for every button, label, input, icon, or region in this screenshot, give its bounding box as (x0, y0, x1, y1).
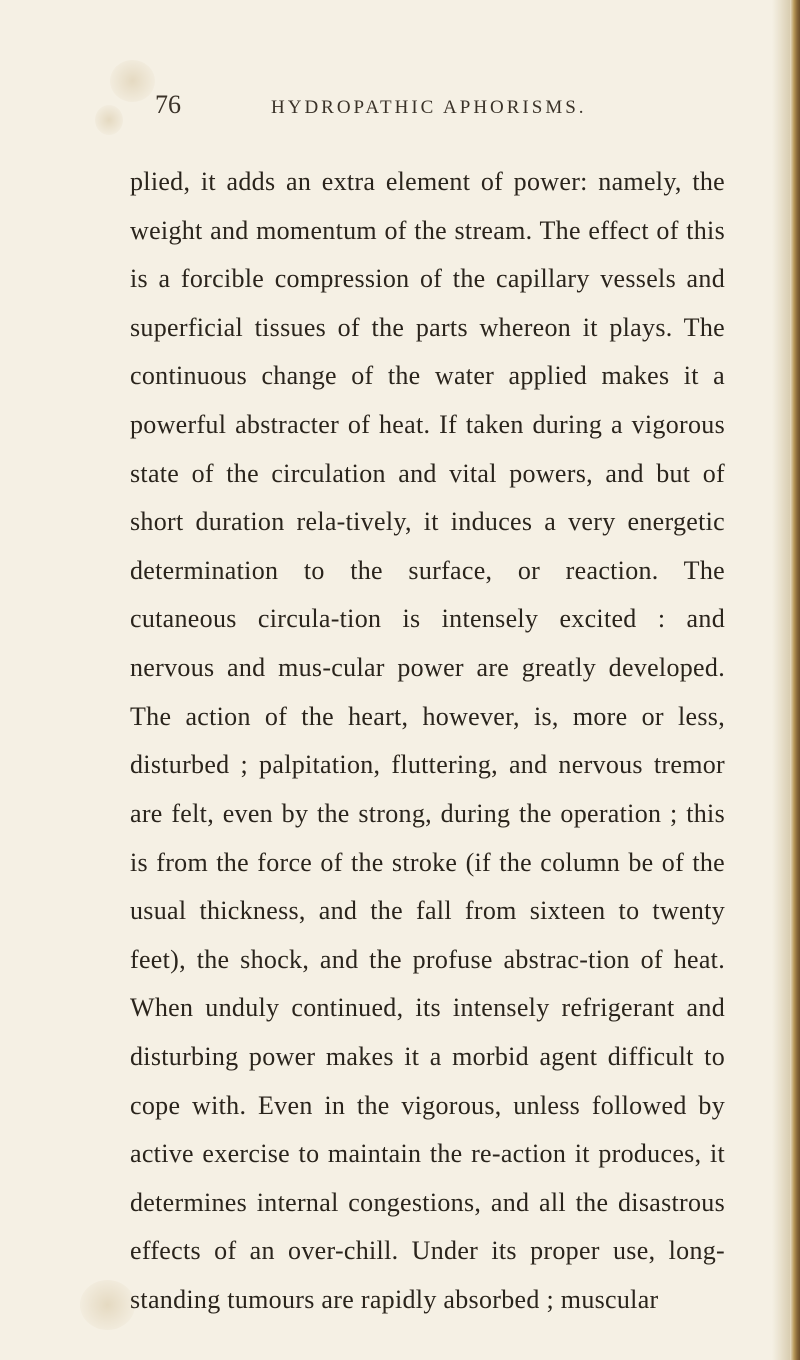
page-number: 76 (155, 90, 181, 120)
page-right-edge-shadow (772, 0, 790, 1360)
book-spine-edge (790, 0, 800, 1360)
age-stain (95, 105, 123, 135)
body-paragraph: plied, it adds an extra element of power… (130, 158, 725, 1325)
age-stain (110, 60, 155, 102)
page-header-row: 76 HYDROPATHIC APHORISMS. (130, 90, 725, 120)
age-stain (80, 1280, 135, 1330)
running-header: HYDROPATHIC APHORISMS. (271, 97, 587, 119)
book-page: 76 HYDROPATHIC APHORISMS. plied, it adds… (0, 0, 800, 1360)
